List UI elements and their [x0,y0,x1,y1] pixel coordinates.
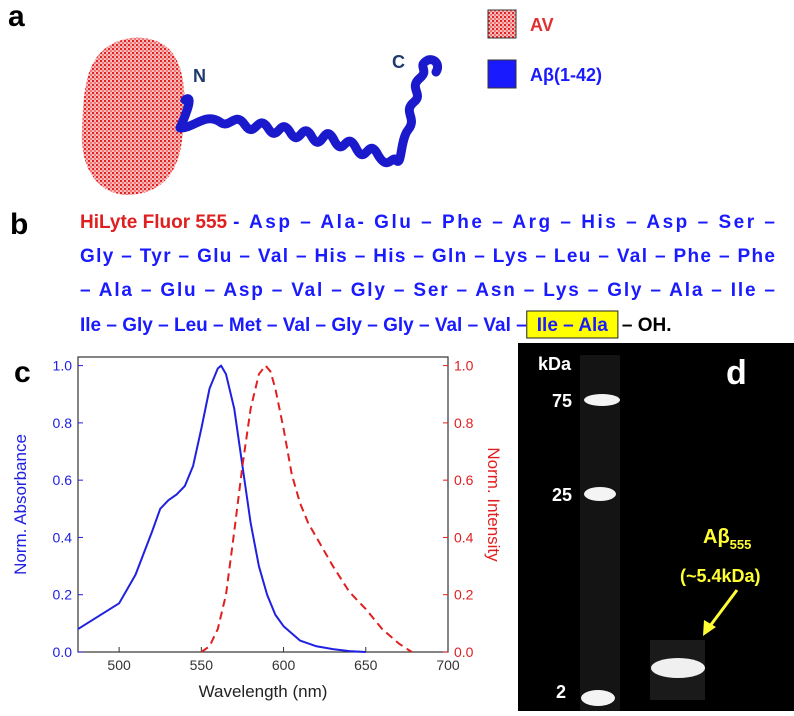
av-structure [81,37,185,195]
x-tick-label: 650 [354,657,378,673]
c-terminus: C [392,52,405,72]
legend-swatch [487,59,517,89]
size-annotation: (~5.4kDa) [680,566,761,586]
y2-tick-label: 1.0 [454,358,474,374]
annotation-sub: 555 [730,537,752,552]
ladder-band [584,394,620,406]
sequence: HiLyte Fluor 555- Asp – Ala- Glu – Phe –… [80,212,775,339]
y2-tick-label: 0.6 [454,472,474,488]
x-tick-label: 700 [436,657,460,673]
panel-label: b [10,208,28,241]
x-tick-label: 600 [272,657,296,673]
ladder-label: 2 [556,682,566,702]
arrow-head [703,620,716,636]
abeta-helix [175,55,443,168]
series-line [77,364,366,653]
annotation-main: Aβ [703,526,730,548]
x-tick-label: 500 [107,657,131,673]
highlight-box [526,310,619,339]
legend-label: AV [530,15,554,35]
sequence-line: Ile – Gly – Leu – Met – Val – Gly – Gly … [80,315,527,336]
series-line [200,364,413,653]
y-tick-label: 0.6 [53,472,73,488]
n-terminus: N [193,66,206,86]
panel-label: a [8,0,25,33]
y-tick-label: 0.2 [53,587,73,603]
panel-label: d [726,354,747,392]
y2-tick-label: 0.2 [454,587,474,603]
y2-tick-label: 0.0 [454,644,474,660]
y-tick-label: 1.0 [53,358,73,374]
y-tick-label: 0.8 [53,415,73,431]
plot-frame [77,356,449,653]
sequence-line: Gly – Tyr – Glu – Val – His – His – Gln … [80,246,775,267]
ladder-band [581,690,615,706]
arrow [708,589,739,627]
ladder-band [584,487,616,501]
y2-tick-label: 0.4 [454,529,474,545]
spectra-chart: 500 550 600 650 7000.00.20.40.60.81.00.00.20… [11,356,503,701]
legend-swatch [487,9,517,39]
y2-tick-label: 0.8 [454,415,474,431]
y-axis-label: Norm. Absorbance [11,434,30,575]
band-annotation: Aβ555 [703,526,751,552]
panel-label: c [14,356,31,389]
legend: AV Aβ(1-42) [487,9,602,89]
ladder-lane [580,355,620,711]
sequence-line: – Ala – Glu – Asp – Val – Gly – Ser – As… [80,280,775,301]
gel-unit: kDa [538,354,572,374]
legend-label: Aβ(1-42) [530,65,602,85]
ladder-label: 75 [552,391,572,411]
dye-label: HiLyte Fluor 555 [80,212,228,233]
sequence-end: – OH. [622,315,672,336]
y2-axis-label: Norm. Intensity [484,447,503,562]
x-tick-label: 550 [190,657,214,673]
y-tick-label: 0.4 [53,529,73,545]
y-tick-label: 0.0 [53,644,73,660]
sequence-line: - Asp – Ala- Glu – Phe – Arg – His – Asp… [233,212,775,233]
ladder-label: 25 [552,485,572,505]
x-axis-label: Wavelength (nm) [199,682,328,701]
highlight-text: Ile – Ala [537,315,609,336]
sample-band [651,658,705,678]
